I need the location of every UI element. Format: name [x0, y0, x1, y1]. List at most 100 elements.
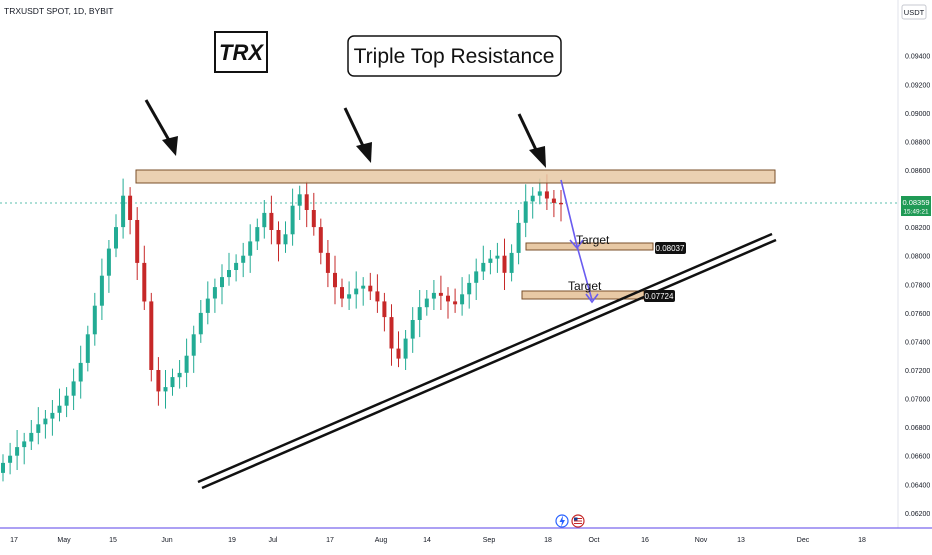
us-flag-icon[interactable] [571, 514, 585, 528]
candle-body [142, 262, 147, 302]
x-tick-label: Oct [589, 537, 600, 544]
candle-body [530, 195, 535, 202]
candle-body [1, 462, 5, 473]
candle-body [234, 262, 239, 270]
candle-body [375, 291, 380, 302]
x-tick-label: Aug [375, 537, 388, 544]
currency-badge[interactable] [901, 4, 927, 20]
trendline-upper [197, 232, 773, 484]
candle-body [8, 455, 13, 463]
candle-body [205, 298, 210, 313]
candle-body [177, 372, 182, 378]
candle-body [368, 285, 373, 292]
x-tick-label: 15 [109, 537, 117, 544]
y-tick-label: 0.07200 [905, 368, 930, 375]
candle-body [212, 287, 217, 299]
trx-label-box [214, 31, 268, 73]
y-tick-label: 0.09400 [905, 54, 930, 61]
candle-body [15, 447, 20, 456]
candle-body [156, 370, 161, 392]
candle-body [516, 222, 521, 253]
candle-body [22, 441, 27, 448]
y-tick-label: 0.08000 [905, 254, 930, 261]
x-axis-ticks: 17 May 15 Jun 19 Jul 17 Aug 14 Sep 18 Oct 16 Nov 13 Dec… [10, 537, 866, 544]
candle-body [255, 227, 260, 242]
trendline-lower [201, 238, 777, 490]
y-tick-label: 0.09000 [905, 111, 930, 118]
y-tick-label: 0.09200 [905, 82, 930, 89]
target-label-1: Target [576, 233, 610, 247]
candle-body [382, 301, 387, 318]
y-tick-label: 0.06400 [905, 482, 930, 489]
candle-body [227, 270, 231, 278]
x-tick-label: 13 [737, 537, 745, 544]
x-tick-label: Jun [161, 537, 172, 544]
candle-body [114, 227, 118, 249]
candle-body [424, 298, 429, 308]
candle-body [248, 241, 253, 256]
candle-body [396, 348, 401, 359]
candle-body [325, 252, 330, 273]
target-label-2: Target [568, 279, 602, 293]
target-tag-2-bg [644, 290, 675, 302]
candle-body [304, 194, 309, 210]
pointer-arrow-2 [343, 107, 372, 163]
candle-body [170, 377, 175, 388]
y-tick-label: 0.07800 [905, 282, 930, 289]
candle-body [149, 301, 154, 370]
candle-body [347, 294, 352, 299]
candle-body [509, 252, 514, 273]
candle-body [340, 287, 344, 299]
candle-body [403, 338, 408, 359]
candle-body [453, 301, 458, 305]
candle-body [269, 212, 274, 230]
candle-body [537, 191, 542, 196]
candle-body [191, 334, 196, 356]
target-tag-1-bg [655, 242, 686, 254]
lightning-icon[interactable] [555, 514, 569, 528]
candle-body [262, 212, 267, 228]
y-tick-label: 0.06600 [905, 454, 930, 461]
candle-body [43, 418, 48, 425]
candle-body [106, 248, 111, 276]
x-tick-label: 14 [423, 537, 431, 544]
candle-body [361, 285, 366, 289]
candle-body [333, 272, 337, 288]
current-price-tag: 0.08359 [902, 198, 929, 207]
candle-body [389, 317, 394, 349]
target-tag-1: 0.08037 [656, 244, 685, 253]
x-tick-label: Dec [797, 537, 810, 544]
candle-body [128, 195, 133, 220]
candle-body [431, 292, 436, 299]
x-tick-label: 18 [858, 537, 866, 544]
candle-body [460, 294, 465, 305]
pointer-arrow-1 [144, 99, 178, 156]
projection-arrowhead-1 [569, 239, 584, 250]
y-tick-label: 0.06800 [905, 425, 930, 432]
candle-body [474, 271, 479, 283]
candle-body [290, 205, 295, 235]
candles-group [1, 174, 563, 482]
candle-body [276, 230, 281, 245]
candle-body [71, 381, 76, 396]
y-tick-label: 0.08200 [905, 225, 930, 232]
candle-body [64, 395, 69, 406]
candle-body [78, 362, 83, 382]
candle-body [163, 387, 168, 392]
candle-body [502, 255, 507, 273]
y-tick-label: 0.08600 [905, 168, 930, 175]
candle-body [241, 255, 246, 263]
trx-label: TRX [219, 40, 264, 65]
projection-path [560, 179, 593, 301]
candle-body [523, 201, 528, 223]
x-tick-label: 17 [326, 537, 334, 544]
candle-body [50, 412, 55, 419]
candle-body [438, 292, 443, 296]
currency-label: USDT [904, 8, 925, 17]
target-tag-2: 0.07724 [645, 292, 674, 301]
current-price-tag-bg [901, 196, 931, 216]
candle-body [99, 275, 104, 306]
x-tick-label: Nov [695, 537, 708, 544]
